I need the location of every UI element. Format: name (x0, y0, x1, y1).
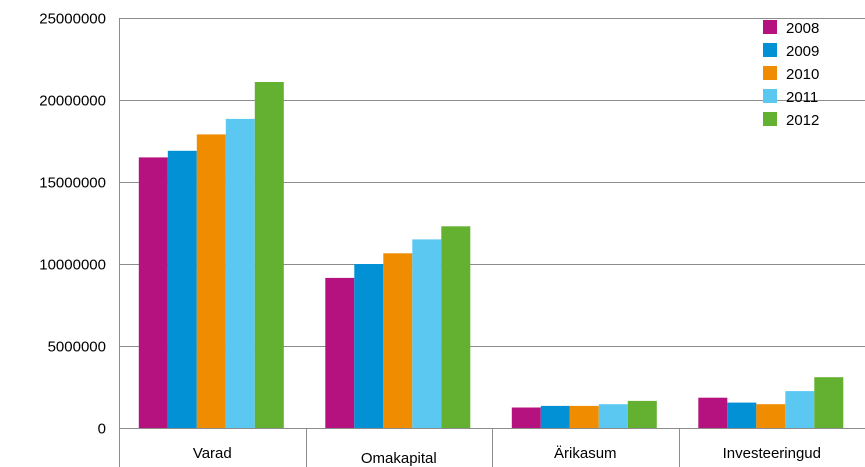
y-tick-label: 15000000 (39, 175, 106, 192)
y-tick-label: 25000000 (39, 11, 106, 28)
legend-entry: 2009 (786, 43, 819, 60)
legend-entry: 2011 (786, 89, 818, 106)
bar (354, 264, 384, 428)
y-axis-tick-labels: 0 5000000 10000000 15000000 20000000 25000000 (39, 11, 106, 438)
bar (540, 405, 570, 428)
x-category-label: Omakapital (361, 450, 437, 467)
bar (727, 402, 757, 428)
bar (138, 157, 168, 428)
legend-swatch (763, 112, 777, 126)
legend: 2008 2009 2010 2011 2012 (763, 20, 819, 129)
legend-swatch (763, 66, 777, 80)
bar (167, 150, 197, 429)
legend-swatch (763, 43, 777, 57)
bar (598, 404, 628, 428)
bar (627, 400, 657, 428)
legend-entry: 2010 (786, 66, 819, 83)
bar (698, 397, 728, 428)
axes (119, 18, 865, 467)
legend-swatch (763, 20, 777, 34)
y-tick-label: 5000000 (48, 339, 106, 356)
x-category-label: Varad (193, 445, 232, 462)
legend-swatch (763, 89, 777, 103)
bar (511, 407, 541, 428)
legend-entry: 2008 (786, 20, 819, 37)
bar (412, 239, 442, 428)
bar (225, 118, 255, 429)
bar (254, 82, 284, 428)
bar (569, 405, 599, 428)
bar (325, 277, 355, 428)
bar (441, 226, 471, 428)
y-tick-label: 10000000 (39, 257, 106, 274)
bar (756, 404, 786, 428)
x-category-label: Ärikasum (554, 445, 617, 462)
x-category-label: Investeeringud (723, 445, 821, 462)
bar (785, 391, 815, 428)
x-axis-category-labels: Varad Omakapital Ärikasum Investeeringud (193, 445, 821, 467)
bar (196, 134, 226, 428)
bar (814, 377, 844, 428)
bars (138, 82, 844, 429)
y-tick-label: 20000000 (39, 93, 106, 110)
legend-entry: 2012 (786, 112, 819, 129)
y-tick-label: 0 (98, 421, 106, 438)
bar (383, 253, 413, 428)
